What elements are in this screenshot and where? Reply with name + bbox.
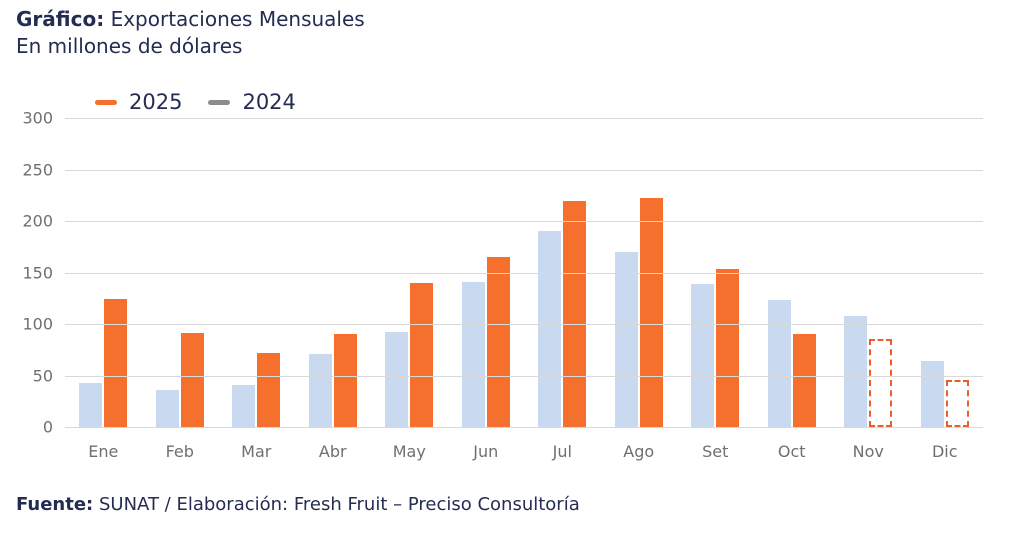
- x-axis-label-dic: Dic: [931, 442, 958, 461]
- gridline-200: [65, 221, 983, 222]
- bar-2024-abr: [308, 353, 332, 427]
- bar-2025-oct: [792, 334, 816, 427]
- month-group-jul: Jul: [524, 118, 601, 461]
- bar-2024-set: [691, 283, 715, 427]
- bar-2025-jul: [563, 201, 587, 427]
- source-note: Fuente: SUNAT / Elaboración: Fresh Fruit…: [16, 494, 580, 515]
- x-axis-label-jun: Jun: [473, 442, 499, 461]
- month-group-may: May: [371, 118, 448, 461]
- bar-2024-nov: [844, 315, 868, 427]
- bar-2025-abr: [333, 334, 357, 427]
- title-line-1: Gráfico: Exportaciones Mensuales: [16, 6, 365, 33]
- y-axis-tick-50: 50: [32, 366, 53, 385]
- bar-2024-ago: [614, 251, 638, 427]
- x-axis-label-mar: Mar: [241, 442, 272, 461]
- y-axis-tick-100: 100: [22, 314, 53, 334]
- bar-2024-mar: [232, 384, 256, 427]
- title-prefix: Gráfico:: [16, 7, 105, 31]
- y-axis-tick-150: 150: [22, 263, 53, 282]
- bar-2025-feb: [180, 333, 204, 427]
- gridline-250: [65, 169, 983, 171]
- month-group-mar: Mar: [218, 118, 295, 461]
- y-axis-tick-200: 200: [22, 211, 53, 231]
- y-axis-tick-0: 0: [42, 417, 53, 437]
- bar-2024-jun: [461, 281, 485, 427]
- x-axis-label-nov: Nov: [852, 442, 884, 461]
- bar-2024-feb: [155, 389, 179, 427]
- bar-2024-oct: [767, 300, 791, 427]
- x-axis-label-ago: Ago: [623, 442, 655, 461]
- x-axis-label-oct: Oct: [777, 442, 806, 461]
- legend-dash-icon-2024: [208, 99, 231, 105]
- legend-dash-icon-2025: [95, 99, 117, 105]
- bar-2025-ago: [639, 198, 663, 427]
- legend-item-2025: 2025: [95, 90, 182, 114]
- month-group-jun: Jun: [448, 118, 525, 461]
- gridline-300: [65, 118, 983, 119]
- month-group-ago: Ago: [601, 118, 678, 461]
- month-group-dic: Dic: [907, 118, 984, 461]
- month-group-set: Set: [677, 118, 754, 461]
- bar-2025-set: [716, 269, 740, 427]
- bar-2025-ene: [104, 299, 128, 427]
- gridline-150: [65, 272, 983, 274]
- x-axis-label-abr: Abr: [318, 442, 347, 461]
- gridline-100: [65, 324, 983, 325]
- gridline-0: [65, 427, 983, 428]
- title-text: Exportaciones Mensuales: [110, 7, 365, 31]
- x-axis-label-jul: Jul: [552, 442, 572, 461]
- bar-2024-ene: [79, 382, 103, 427]
- legend-item-2024: 2024: [208, 90, 296, 114]
- month-group-nov: Nov: [830, 118, 907, 461]
- legend-label-2025: 2025: [129, 90, 183, 114]
- bar-2024-dic: [920, 361, 944, 427]
- month-group-ene: Ene: [65, 118, 142, 461]
- chart-legend: 2025 2024: [95, 90, 322, 114]
- month-group-abr: Abr: [295, 118, 372, 461]
- legend-label-2024: 2024: [242, 90, 296, 114]
- x-axis-label-may: May: [392, 442, 426, 461]
- title-line-2: En millones de dólares: [16, 34, 243, 58]
- month-group-feb: Feb: [142, 118, 219, 461]
- bar-2024-may: [385, 332, 409, 427]
- x-axis-label-set: Set: [702, 442, 729, 461]
- chart-title: Gráfico: Exportaciones Mensuales En mill…: [16, 6, 365, 60]
- bar-2024-jul: [538, 231, 562, 427]
- x-axis-label-ene: Ene: [88, 442, 119, 461]
- y-axis-tick-300: 300: [22, 108, 53, 128]
- bar-2025-may: [410, 282, 434, 427]
- source-text: SUNAT / Elaboración: Fresh Fruit – Preci…: [98, 494, 580, 515]
- source-prefix: Fuente:: [16, 494, 94, 515]
- plot-area: Ene Feb Mar Abr May Jun Jul Ago Set Oct Nov Dic 0 50…: [22, 109, 984, 461]
- bar-groups-container: Ene Feb Mar Abr May Jun Jul Ago Set Oct Nov Dic: [65, 118, 984, 461]
- month-group-oct: Oct: [754, 118, 831, 461]
- x-axis-label-feb: Feb: [165, 442, 194, 461]
- y-axis-tick-250: 250: [22, 160, 53, 179]
- bar-2025-jun: [486, 257, 510, 427]
- bar-2025-nov-projected: [869, 339, 893, 427]
- bar-2025-dic-projected: [945, 379, 969, 427]
- gridline-50: [65, 375, 983, 377]
- bar-2025-mar: [257, 352, 281, 427]
